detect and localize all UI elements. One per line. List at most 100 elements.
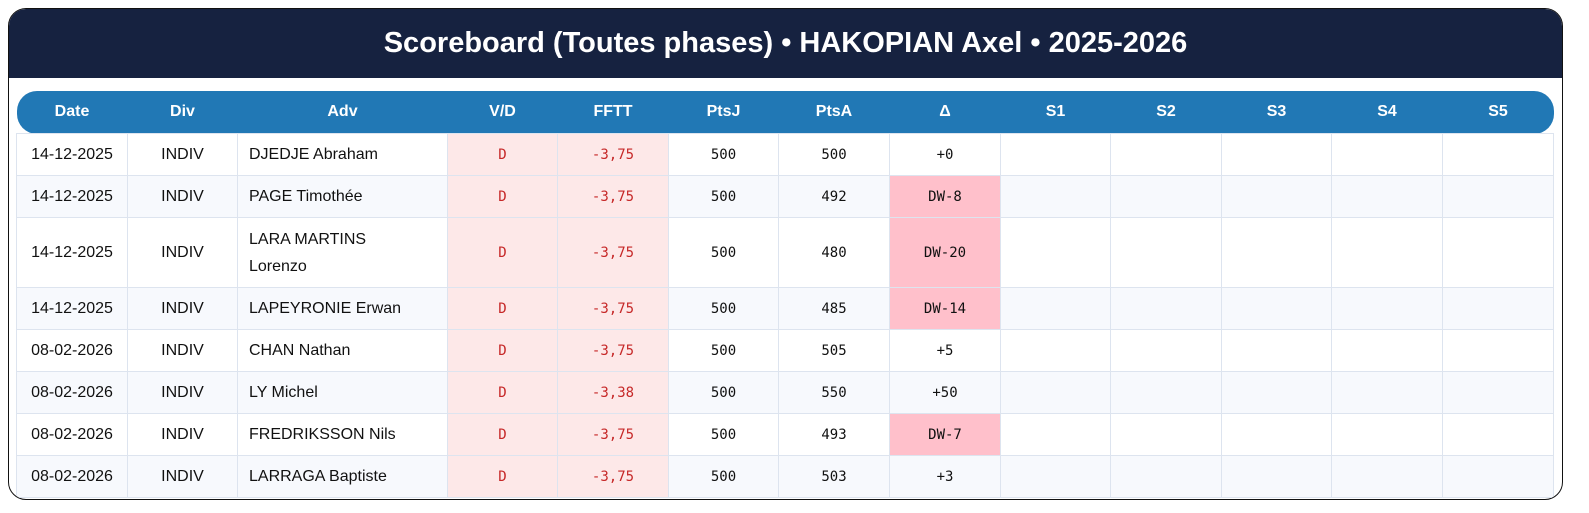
cell-s5: [1442, 413, 1554, 456]
cell-date: 08-02-2026: [16, 455, 128, 498]
cell-s4: [1331, 287, 1443, 330]
cell-s5: [1442, 217, 1554, 288]
cell-div: INDIV: [127, 371, 238, 414]
cell-s3: [1221, 287, 1332, 330]
cell-s3: [1221, 329, 1332, 372]
cell-s4: [1331, 175, 1443, 218]
cell-adv: LARRAGA Baptiste: [237, 455, 448, 498]
cell-adv: DJEDJE Abraham: [237, 133, 448, 176]
cell-s2: [1110, 287, 1222, 330]
cell-s2: [1110, 175, 1222, 218]
cell-ptsj: 500: [668, 175, 779, 218]
cell-div: INDIV: [127, 133, 238, 176]
cell-div: INDIV: [127, 413, 238, 456]
cell-delta: DW-7: [889, 413, 1001, 456]
column-header[interactable]: S4: [1331, 91, 1443, 134]
cell-s3: [1221, 133, 1332, 176]
cell-s4: [1331, 133, 1443, 176]
cell-fftt: -3,38: [557, 371, 669, 414]
cell-date: 08-02-2026: [16, 413, 128, 456]
cell-s4: [1331, 455, 1443, 498]
column-header[interactable]: S3: [1221, 91, 1332, 134]
cell-fftt: -3,75: [557, 329, 669, 372]
cell-s3: [1221, 371, 1332, 414]
cell-ptsa: 480: [778, 217, 890, 288]
cell-date: 14-12-2025: [16, 133, 128, 176]
cell-div: INDIV: [127, 217, 238, 288]
cell-fftt: -3,75: [557, 455, 669, 498]
cell-fftt: -3,75: [557, 287, 669, 330]
column-header[interactable]: S2: [1110, 91, 1222, 134]
table-row: 08-02-2026 INDIV FREDRIKSSON Nils D -3,75 500…: [16, 413, 1554, 456]
cell-ptsa: 550: [778, 371, 890, 414]
cell-s1: [1000, 371, 1111, 414]
cell-delta: +50: [889, 371, 1001, 414]
column-header[interactable]: Date: [16, 91, 128, 134]
column-header[interactable]: Adv: [237, 91, 448, 134]
cell-date: 08-02-2026: [16, 371, 128, 414]
cell-s2: [1110, 329, 1222, 372]
cell-s3: [1221, 175, 1332, 218]
cell-delta: DW-20: [889, 217, 1001, 288]
cell-ptsj: 500: [668, 455, 779, 498]
cell-s2: [1110, 455, 1222, 498]
cell-vd: D: [447, 217, 558, 288]
cell-fftt: -3,75: [557, 413, 669, 456]
cell-div: INDIV: [127, 329, 238, 372]
cell-fftt: -3,75: [557, 175, 669, 218]
cell-s3: [1221, 455, 1332, 498]
table-header-row: Date Div Adv V/D FFTT PtsJ PtsA Δ S1 S2 S3 S4 S5: [16, 91, 1554, 134]
scoreboard-card: Scoreboard (Toutes phases) • HAKOPIAN Ax…: [8, 8, 1563, 500]
cell-s3: [1221, 413, 1332, 456]
cell-vd: D: [447, 413, 558, 456]
table-row: 14-12-2025 INDIV LAPEYRONIE Erwan D -3,75 500…: [16, 287, 1554, 330]
column-header[interactable]: S1: [1000, 91, 1111, 134]
cell-s1: [1000, 413, 1111, 456]
cell-s2: [1110, 133, 1222, 176]
cell-s5: [1442, 287, 1554, 330]
cell-s1: [1000, 455, 1111, 498]
cell-ptsa: 503: [778, 455, 890, 498]
table-row: 14-12-2025 INDIV LARA MARTINS Lorenzo D -3,7…: [16, 217, 1554, 288]
cell-ptsj: 500: [668, 371, 779, 414]
column-header[interactable]: Δ: [889, 91, 1001, 134]
table-row: 14-12-2025 INDIV DJEDJE Abraham D -3,75 500 50…: [16, 133, 1554, 176]
column-header[interactable]: S5: [1442, 91, 1554, 134]
cell-delta: DW-8: [889, 175, 1001, 218]
cell-ptsj: 500: [668, 413, 779, 456]
cell-s5: [1442, 329, 1554, 372]
column-header[interactable]: Div: [127, 91, 238, 134]
cell-s3: [1221, 217, 1332, 288]
cell-s4: [1331, 413, 1443, 456]
scoreboard-table: Date Div Adv V/D FFTT PtsJ PtsA Δ S1 S2 S3 S4 S5 14-…: [16, 91, 1554, 498]
cell-adv: CHAN Nathan: [237, 329, 448, 372]
cell-delta: +0: [889, 133, 1001, 176]
cell-delta: +3: [889, 455, 1001, 498]
cell-s1: [1000, 217, 1111, 288]
cell-s2: [1110, 371, 1222, 414]
cell-fftt: -3,75: [557, 133, 669, 176]
table-row: 08-02-2026 INDIV CHAN Nathan D -3,75 500 505 +5: [16, 329, 1554, 372]
cell-ptsa: 492: [778, 175, 890, 218]
cell-s5: [1442, 455, 1554, 498]
column-header[interactable]: PtsJ: [668, 91, 779, 134]
cell-div: INDIV: [127, 287, 238, 330]
cell-vd: D: [447, 175, 558, 218]
cell-s4: [1331, 371, 1443, 414]
cell-ptsa: 505: [778, 329, 890, 372]
cell-div: INDIV: [127, 455, 238, 498]
column-header[interactable]: FFTT: [557, 91, 669, 134]
cell-delta: DW-14: [889, 287, 1001, 330]
column-header[interactable]: PtsA: [778, 91, 890, 134]
column-header[interactable]: V/D: [447, 91, 558, 134]
cell-ptsj: 500: [668, 329, 779, 372]
cell-s1: [1000, 133, 1111, 176]
cell-vd: D: [447, 287, 558, 330]
cell-adv: LARA MARTINS Lorenzo: [237, 217, 448, 288]
cell-ptsa: 500: [778, 133, 890, 176]
cell-s1: [1000, 175, 1111, 218]
cell-vd: D: [447, 371, 558, 414]
cell-vd: D: [447, 329, 558, 372]
cell-ptsa: 485: [778, 287, 890, 330]
cell-fftt: -3,75: [557, 217, 669, 288]
